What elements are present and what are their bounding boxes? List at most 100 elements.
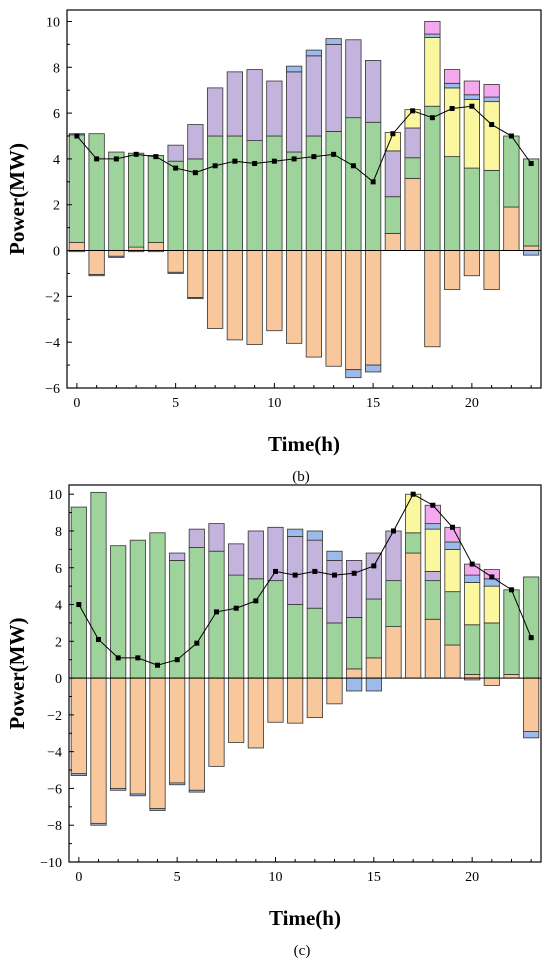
- chart-b-bar-s6-t14: [345, 250, 362, 371]
- chart-b-bar-s1-t22: [503, 135, 520, 208]
- chart-c-bar-s6-t12: [306, 677, 323, 719]
- chart-b-bar-s4-t20: [463, 94, 480, 100]
- chart-c-net-line: [78, 493, 532, 666]
- chart-b-bar-s6-t21: [483, 250, 500, 290]
- chart-c-ytick-label: −6: [47, 782, 62, 797]
- chart-b-bar-s1-t17: [404, 157, 421, 179]
- chart-c-line-point-t6: [194, 640, 200, 646]
- chart-c-bar-s1-t17: [405, 532, 422, 554]
- chart-c-bar-s1-t8: [228, 574, 245, 679]
- chart-c-bar-s1-t18: [424, 580, 441, 620]
- chart-c-line-point-t18: [430, 502, 436, 508]
- chart-c-bar-s6-t9: [247, 677, 264, 749]
- chart-c-bar-s2-t14: [346, 560, 363, 618]
- chart-b-bar-s1-t14: [345, 117, 362, 251]
- chart-b-line-point-t16: [390, 131, 396, 137]
- chart-c-bar-s7-t5: [169, 782, 186, 786]
- chart-b-line-point-t11: [291, 156, 297, 162]
- chart-b-bar-s2-t8: [226, 71, 243, 137]
- chart-b-bar-s6-t20: [463, 250, 480, 277]
- chart-c-bar-s1-t13: [326, 622, 343, 679]
- chart-b-bar-s6-t15: [365, 250, 382, 366]
- chart-c-bar-s6-t5: [169, 677, 186, 784]
- chart-c-bar-s6-t4: [149, 677, 166, 810]
- chart-b-bar-s0-t4: [147, 242, 164, 251]
- chart-c-bar-s1-t19: [444, 591, 461, 646]
- chart-c-bar-s7-t1: [90, 822, 107, 826]
- chart-c-line-point-t16: [391, 528, 396, 534]
- chart-c-bar-s4-t18: [424, 523, 441, 530]
- chart-c-bar-s1-t7: [208, 550, 225, 679]
- chart-c-bar-s7-t3: [129, 793, 146, 797]
- chart-c-line-point-t8: [233, 605, 239, 611]
- chart-b-line-point-t6: [192, 170, 198, 176]
- chart-c-bar-s6-t2: [110, 677, 127, 789]
- chart-c-bar-s0-t18: [424, 618, 441, 679]
- chart-b-bar-s7-t15: [365, 364, 382, 373]
- chart-b-bar-s2-t12: [305, 55, 322, 137]
- chart-b-bar-s6-t13: [325, 250, 342, 367]
- chart-c-ytick-label: −10: [40, 856, 62, 871]
- chart-c-bar-s2-t9: [247, 530, 264, 580]
- chart-c-bar-s7-t2: [110, 788, 127, 791]
- chart-c-bar-s3-t17: [405, 493, 422, 534]
- chart-b-ytick-label: −2: [45, 290, 60, 305]
- chart-c-line-point-t3: [135, 655, 141, 661]
- chart-c-bar-s2-t5: [169, 552, 186, 561]
- chart-c-bar-s3-t19: [444, 548, 461, 593]
- chart-b-bar-s6-t7: [207, 250, 224, 329]
- chart-c-bar-s6-t1: [90, 677, 107, 824]
- chart-c-bar-s4-t20: [464, 574, 481, 583]
- chart-b-x-axis-title: Time(h): [268, 432, 340, 456]
- chart-b-bar-s7-t2: [108, 255, 125, 258]
- chart-b-xtick-label: 0: [73, 396, 80, 411]
- chart-b-bar-s1-t19: [444, 156, 461, 251]
- chart-c-bar-s1-t23: [523, 576, 540, 679]
- chart-c-line-point-t13: [332, 572, 337, 578]
- chart-c-bar-s1-t6: [188, 547, 205, 679]
- chart-b-bar-s2-t15: [365, 60, 382, 123]
- chart-b-bar-s6-t11: [286, 250, 303, 344]
- chart-b-bar-s5-t18: [424, 21, 441, 35]
- chart-c-bar-s1-t14: [346, 617, 363, 670]
- chart-c-bar-s3-t20: [464, 582, 481, 626]
- chart-c-bar-s1-t15: [365, 598, 382, 659]
- chart-b-bar-s0-t17: [404, 177, 421, 251]
- chart-c-bar-s1-t4: [149, 532, 166, 679]
- chart-b-bar-s2-t10: [266, 80, 283, 137]
- chart-c-bar-s7-t4: [149, 808, 166, 811]
- chart-c-bar-s3-t18: [424, 528, 441, 572]
- chart-c-xtick-label: 10: [269, 870, 283, 885]
- chart-b-bar-s1-t9: [246, 140, 263, 251]
- chart-b-bar-s2-t6: [187, 124, 204, 160]
- chart-b-bar-s6-t2: [108, 250, 125, 257]
- chart-b-caption: (b): [292, 469, 310, 485]
- chart-b-bar-s5-t20: [463, 80, 480, 96]
- chart-b-bar-s0-t3: [128, 246, 145, 251]
- chart-b-bar-s1-t8: [226, 135, 243, 251]
- chart-b-bar-s1-t20: [463, 167, 480, 251]
- chart-b-bar-s1-t10: [266, 135, 283, 251]
- chart-b-ytick-label: 10: [46, 15, 60, 30]
- chart-c-bar-s6-t3: [129, 677, 146, 795]
- chart-c-line-point-t22: [509, 587, 514, 593]
- chart-b-line-point-t3: [133, 151, 139, 157]
- chart-c-bar-s6-t6: [188, 677, 205, 791]
- chart-b-bar-s1-t11: [286, 151, 303, 251]
- chart-b-bar-s0-t22: [503, 206, 520, 251]
- chart-c-bar-s4-t11: [287, 528, 304, 537]
- chart-b-bar-s2-t11: [286, 71, 303, 153]
- chart-b-xtick-label: 15: [366, 396, 380, 411]
- chart-b-bar-s1-t12: [305, 135, 322, 251]
- chart-c-line-point-t21: [489, 574, 495, 580]
- chart-b-bar-s2-t16: [384, 150, 401, 198]
- chart-c-bar-s1-t1: [90, 491, 107, 679]
- chart-b-bar-s1-t23: [523, 158, 540, 247]
- chart-b-bar-s4-t21: [483, 96, 500, 103]
- chart-b-line-point-t21: [489, 122, 495, 128]
- chart-c-bar-s0-t15: [365, 657, 382, 679]
- chart-c-bar-s1-t0: [70, 506, 87, 679]
- chart-b-bar-s1-t5: [167, 160, 184, 251]
- chart-b-bar-s1-t3: [128, 152, 145, 248]
- chart-c-bar-s2-t8: [228, 543, 245, 576]
